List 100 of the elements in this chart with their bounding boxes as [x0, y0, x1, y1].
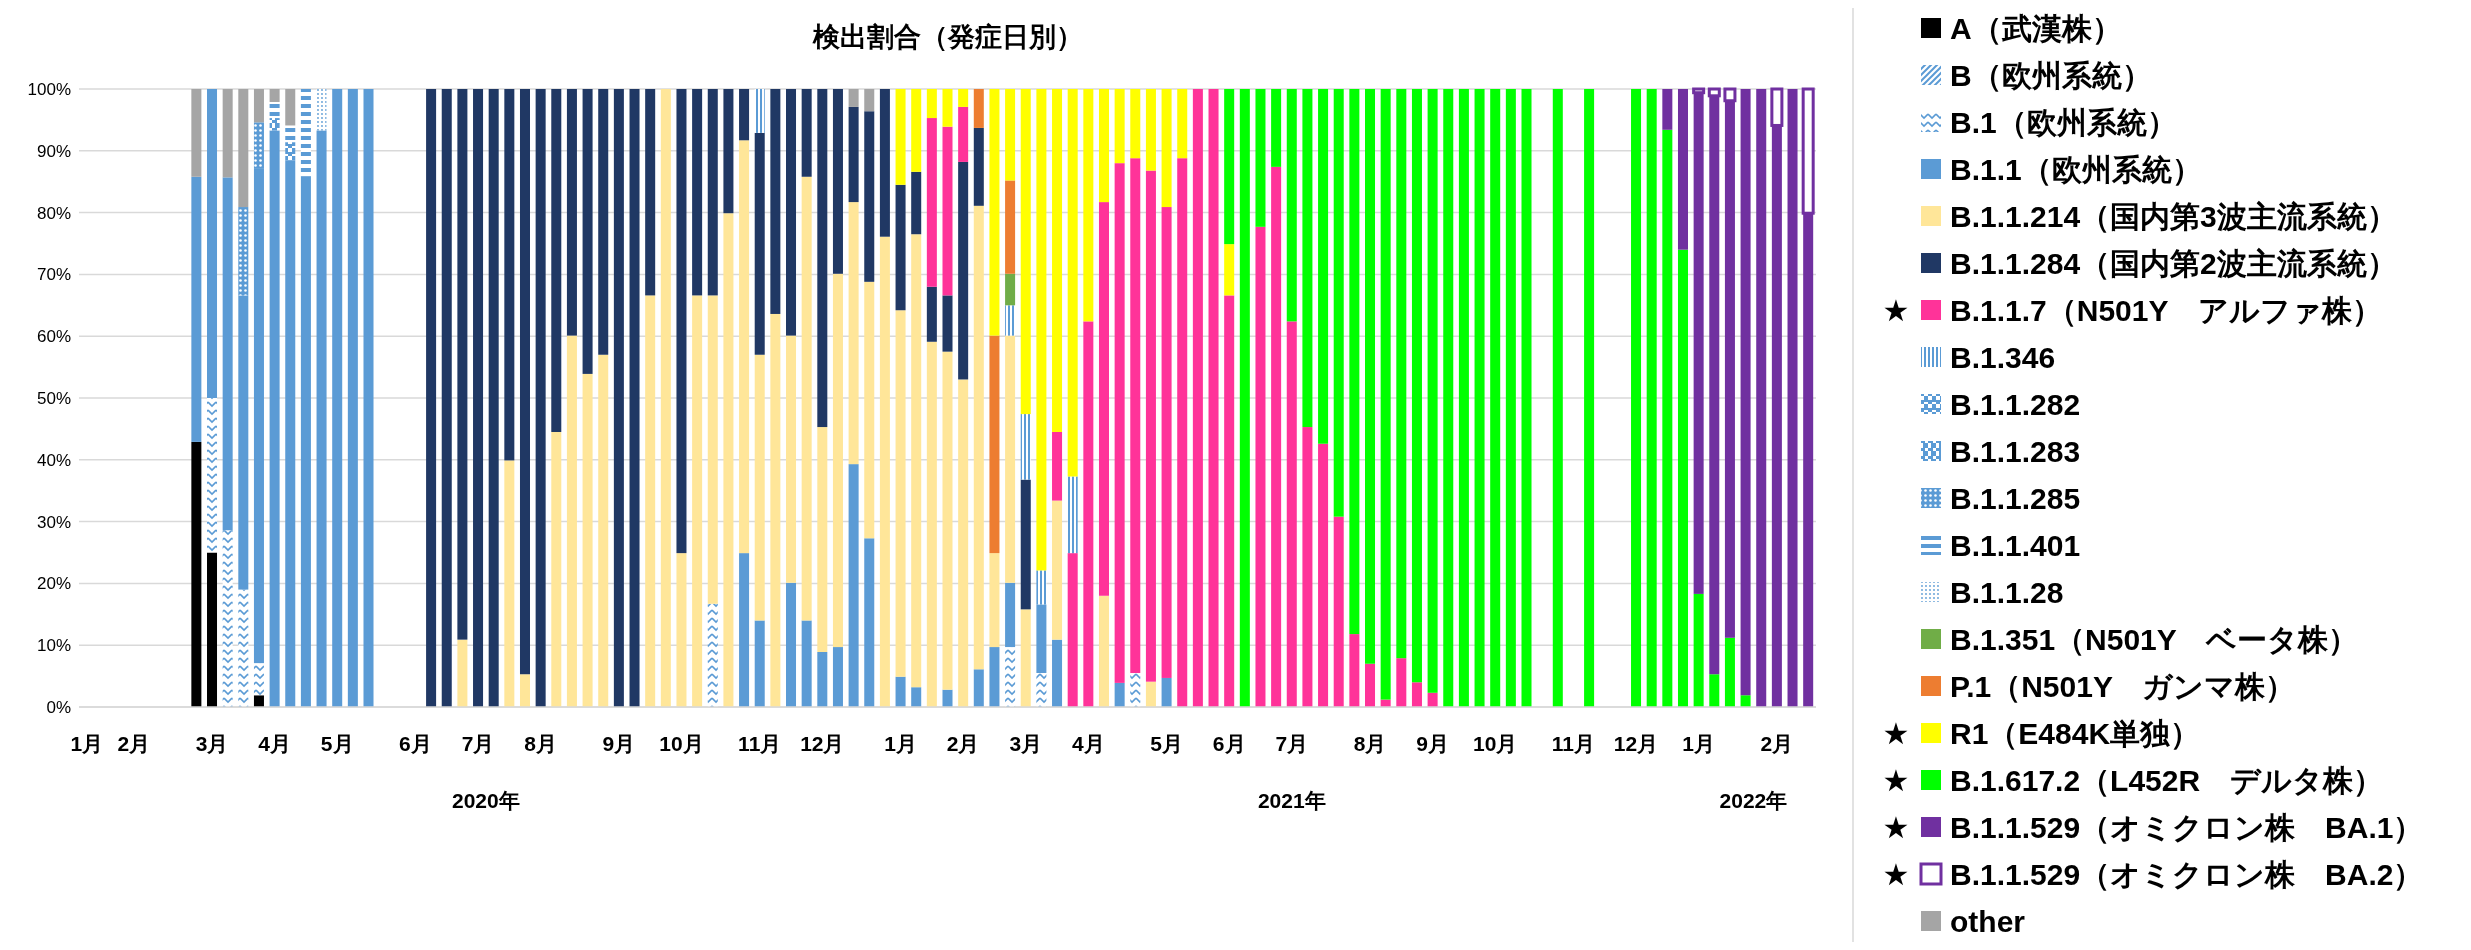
bar [879, 89, 890, 237]
x-tick-label: 6月 [1212, 732, 1246, 755]
bar [269, 118, 280, 131]
legend-label: B.1.1.285 [1950, 482, 2081, 515]
bar [1333, 89, 1344, 517]
bar [676, 553, 687, 707]
bar [973, 669, 984, 707]
bar [1177, 89, 1188, 159]
bar [832, 273, 843, 648]
x-tick-label: 8月 [524, 732, 557, 755]
bar [1177, 158, 1188, 707]
bar [519, 674, 530, 707]
legend-label: other [1950, 905, 2026, 938]
x-tick-label: 11月 [738, 732, 782, 755]
bar [1365, 663, 1376, 707]
bar [1052, 89, 1063, 432]
bar [285, 160, 296, 707]
bar [1036, 604, 1047, 674]
bar [191, 176, 202, 442]
bar [754, 89, 765, 133]
bar [504, 89, 515, 461]
bar [1474, 89, 1485, 707]
bar [801, 620, 812, 707]
legend-label: B.1.1.282 [1950, 388, 2081, 421]
legend-label: B.1.1.28 [1950, 576, 2064, 609]
bar [1098, 202, 1109, 596]
bar [895, 184, 906, 311]
bar [1036, 89, 1047, 571]
chart-title: 検出割合（発症日別） [811, 22, 1083, 52]
bar [1709, 674, 1720, 707]
x-tick-label: 2月 [117, 732, 151, 755]
bar [676, 89, 687, 554]
text: ★ B.1.1.529（オミクロン株 BA.1） [1882, 811, 2424, 844]
bar [253, 122, 264, 169]
bar [911, 171, 922, 235]
x-tick-label: 2月 [946, 732, 980, 755]
bar [1427, 89, 1438, 693]
bar [1286, 89, 1297, 322]
bar [1271, 166, 1282, 707]
bar [1020, 89, 1031, 415]
bar [1490, 89, 1501, 707]
bar [958, 161, 969, 380]
bar [441, 89, 452, 707]
bar [1333, 516, 1344, 707]
bar [895, 676, 906, 707]
bar [1318, 89, 1329, 444]
bar [926, 341, 937, 707]
bar [817, 652, 828, 707]
bar [207, 552, 218, 707]
bar [926, 286, 937, 342]
bar [942, 89, 953, 127]
bar [1677, 249, 1688, 707]
bar [222, 530, 233, 707]
bar [1036, 673, 1047, 707]
bar [1740, 89, 1751, 696]
bar [1192, 89, 1203, 707]
legend-label: B.1.1.284（国内第2波主流系統） [1950, 247, 2397, 280]
bar [832, 647, 843, 707]
y-tick-label: 50% [36, 389, 71, 408]
bar [973, 205, 984, 670]
y-tick-label: 30% [36, 512, 71, 532]
bar [426, 89, 437, 707]
bar [613, 89, 624, 707]
bar [1130, 89, 1141, 159]
bar [253, 663, 264, 696]
x-tick-label: 9月 [1416, 732, 1449, 755]
bar [300, 176, 311, 707]
bar [1052, 500, 1063, 640]
x-tick-label: 7月 [1275, 732, 1309, 755]
bar [598, 354, 609, 707]
bar [253, 89, 264, 123]
bar [1693, 92, 1704, 594]
bar [864, 111, 875, 282]
bar [1067, 89, 1078, 477]
x-tick-label: 4月 [1071, 732, 1105, 755]
bar [1662, 129, 1673, 707]
bar [942, 351, 953, 690]
x-tick-label: 2月 [1760, 732, 1794, 755]
bar [1208, 89, 1219, 707]
bar [1052, 639, 1063, 707]
bar [598, 89, 609, 355]
bar [989, 647, 1000, 707]
bar [707, 89, 718, 296]
bar [316, 89, 327, 131]
bar [739, 89, 750, 141]
bar [238, 89, 249, 208]
bar [629, 89, 640, 707]
bar [989, 553, 1000, 648]
bar [942, 689, 953, 707]
bar [973, 89, 984, 128]
bar [1521, 89, 1532, 707]
bar [1145, 170, 1156, 682]
x-tick-label: 3月 [195, 732, 229, 755]
bar [1161, 677, 1172, 707]
bar [473, 89, 484, 707]
bar [1005, 335, 1016, 583]
legend-label: A（武漢株） [1950, 12, 2122, 45]
bar [1083, 89, 1094, 322]
bar [1787, 89, 1798, 707]
bar [926, 89, 937, 119]
